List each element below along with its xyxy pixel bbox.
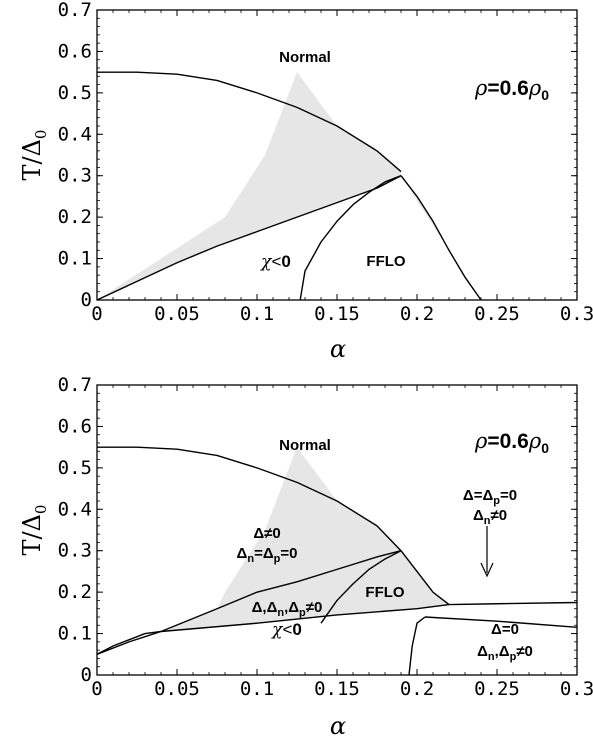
bottom-chi-label-1: χ<0 [271,620,302,640]
bottom-rho-label: ρ=0.6ρ0 [474,429,549,456]
bottom-xlabel: α [330,712,346,740]
bottom-panel: 0 0.05 0.1 0.15 0.2 0.25 0.3 0 0.1 0.2 0.3 0.4 0.5 0.… [18,374,593,740]
top-ytick-label: 0.1 [58,248,92,270]
bottom-xtick-label: 0.1 [240,678,274,700]
bottom-ytick-label: 0.6 [58,415,92,437]
bottom-curve-7 [96,630,162,655]
bottom-xtick-label: 0.05 [154,678,200,700]
bottom-right-upper-label1: Δ=Δp=0 [463,487,517,507]
top-ylabel: T/Δ0 [18,130,50,181]
bottom-ytick-label: 0.2 [58,581,92,603]
top-ylabel-sub: 0 [32,130,50,140]
bottom-xtick-label: 0.3 [560,678,593,700]
top-xtick-label: 0.25 [474,303,520,325]
bottom-deltan-deltap-label: Δn=Δp=0 [237,545,298,565]
top-ytick-label: 0 [81,289,92,311]
bottom-curve-8 [408,616,426,676]
bottom-xtick-label: 0.15 [314,678,360,700]
bottom-ytick-label: 0.5 [58,457,92,479]
top-curve-1 [400,175,482,301]
bottom-fflo-label: FFLO [365,584,404,601]
bottom-ytick-label: 0.4 [58,498,92,520]
bottom-delta-neq-label: Δ≠0 [253,525,280,542]
bottom-normal-label: Normal [279,437,331,454]
top-ytick-label: 0.4 [58,123,92,145]
top-fflo-label: FFLO [366,253,405,270]
top-ytick-label: 0.2 [58,206,92,228]
top-ytick-label: 0.7 [58,0,92,21]
bottom-ylabel-T: T/Δ [18,514,46,555]
bottom-shaded-region [161,447,449,632]
top-rho-label: ρ=0.6ρ0 [474,76,549,103]
bottom-right-upper-label2: Δn≠0 [473,507,507,527]
bottom-xtick-label: 0.2 [400,678,434,700]
top-curve-2 [96,175,402,301]
bottom-arrow-head [480,562,494,578]
top-xtick-label: 0 [91,303,102,325]
bottom-ylabel-sub: 0 [32,505,50,515]
top-curve-0 [97,71,402,173]
bottom-curve-0 [97,446,402,552]
top-chi-label: χ<0 [260,252,291,272]
top-xtick-label: 0.1 [240,303,274,325]
top-ytick-label: 0.6 [58,40,92,62]
bottom-curve-3 [160,550,402,633]
top-xlabel: α [330,335,346,363]
bottom-xtick-label: 0.25 [474,678,520,700]
bottom-xtick-label: 0 [91,678,102,700]
top-ytick-label: 0.5 [58,82,92,104]
top-curve-3 [299,175,402,301]
top-ylabel-T: T/Δ [18,139,46,180]
bottom-curve-1 [400,550,450,606]
top-shaded-region [97,72,481,301]
top-ytick-label: 0.3 [58,165,92,187]
top-normal-label: Normal [279,49,331,66]
bottom-ytick-label: 0.7 [58,374,92,396]
bottom-curve-5 [160,603,450,633]
bottom-curve-2 [96,630,162,655]
bottom-right-lower-label2: Δn,Δp≠0 [477,643,533,663]
bottom-ytick-label: 0 [81,664,92,686]
top-xtick-label: 0.15 [314,303,360,325]
bottom-curve-6 [448,601,578,606]
bottom-curve-4 [320,550,402,624]
bottom-right-lower-label1: Δ=0 [491,621,519,638]
top-xtick-label: 0.05 [154,303,200,325]
top-xtick-label: 0.2 [400,303,434,325]
bottom-ytick-label: 0.1 [58,623,92,645]
top-panel: 0 0.05 0.1 0.15 0.2 0.25 0.3 0 0.1 0.2 0.3 0.4 0.5 0.… [18,0,593,363]
bottom-ytick-label: 0.3 [58,540,92,562]
bottom-multi-delta-label: Δ,Δn,Δp≠0 [252,599,323,619]
bottom-curve-9 [424,616,578,629]
bottom-ylabel: T/Δ0 [18,505,50,556]
top-xtick-label: 0.3 [560,303,593,325]
